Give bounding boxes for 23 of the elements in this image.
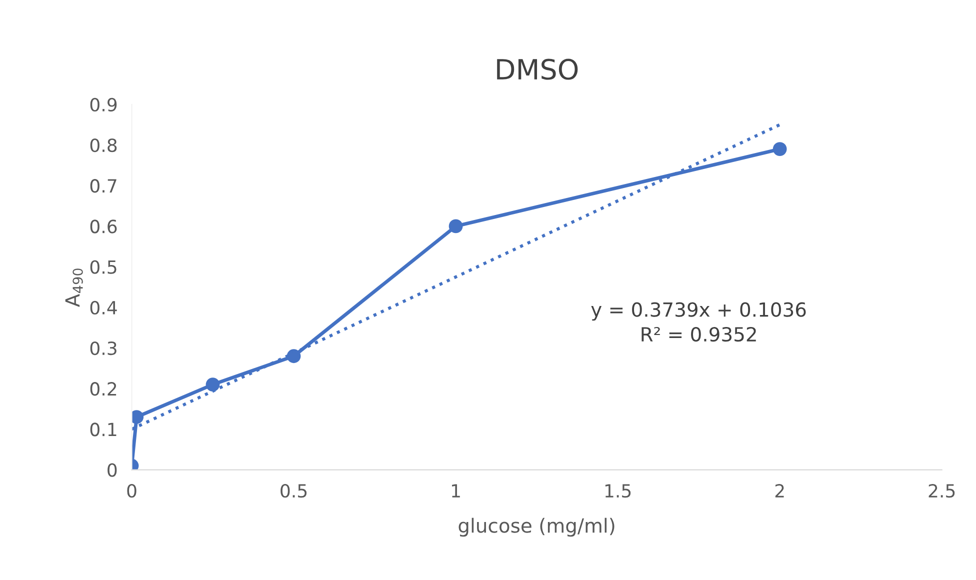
x-axis-title: glucose (mg/ml) (458, 518, 614, 537)
x-tick-label: 0 (127, 484, 136, 498)
y-tick-label: 0.7 (90, 179, 116, 193)
y-tick-label: 0.8 (90, 138, 117, 152)
y-tick-label: 0.4 (90, 300, 117, 315)
point (772, 142, 787, 156)
x-tick-label: 1.5 (605, 484, 631, 498)
x-tick-label: 2.5 (928, 484, 955, 498)
point (448, 219, 463, 234)
point (206, 378, 220, 392)
x-tick-label: 0.5 (280, 484, 307, 498)
chart-title: DMSO (497, 58, 578, 80)
x-tick-label: 1 (452, 484, 460, 498)
y-tick-label: 0.1 (90, 422, 116, 436)
annotation: y = 0.3739x + 0.1036 R² = 0.9352 (591, 302, 806, 342)
y-tick-label: 0 (108, 463, 117, 477)
y-tick-label: 0.2 (90, 382, 116, 396)
y-tick-label: 0.3 (90, 341, 116, 356)
y-tick-label: 0.9 (90, 98, 117, 112)
y-axis-title: A$_{490}$ (65, 268, 83, 307)
y-tick-label: 0.6 (90, 220, 117, 234)
y-tick-label: 0.5 (90, 260, 116, 274)
x-tick-label: 2 (775, 484, 784, 498)
